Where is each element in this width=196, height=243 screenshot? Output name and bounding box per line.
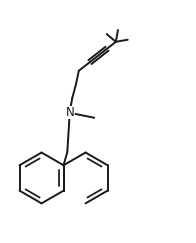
Text: N: N <box>65 106 74 119</box>
